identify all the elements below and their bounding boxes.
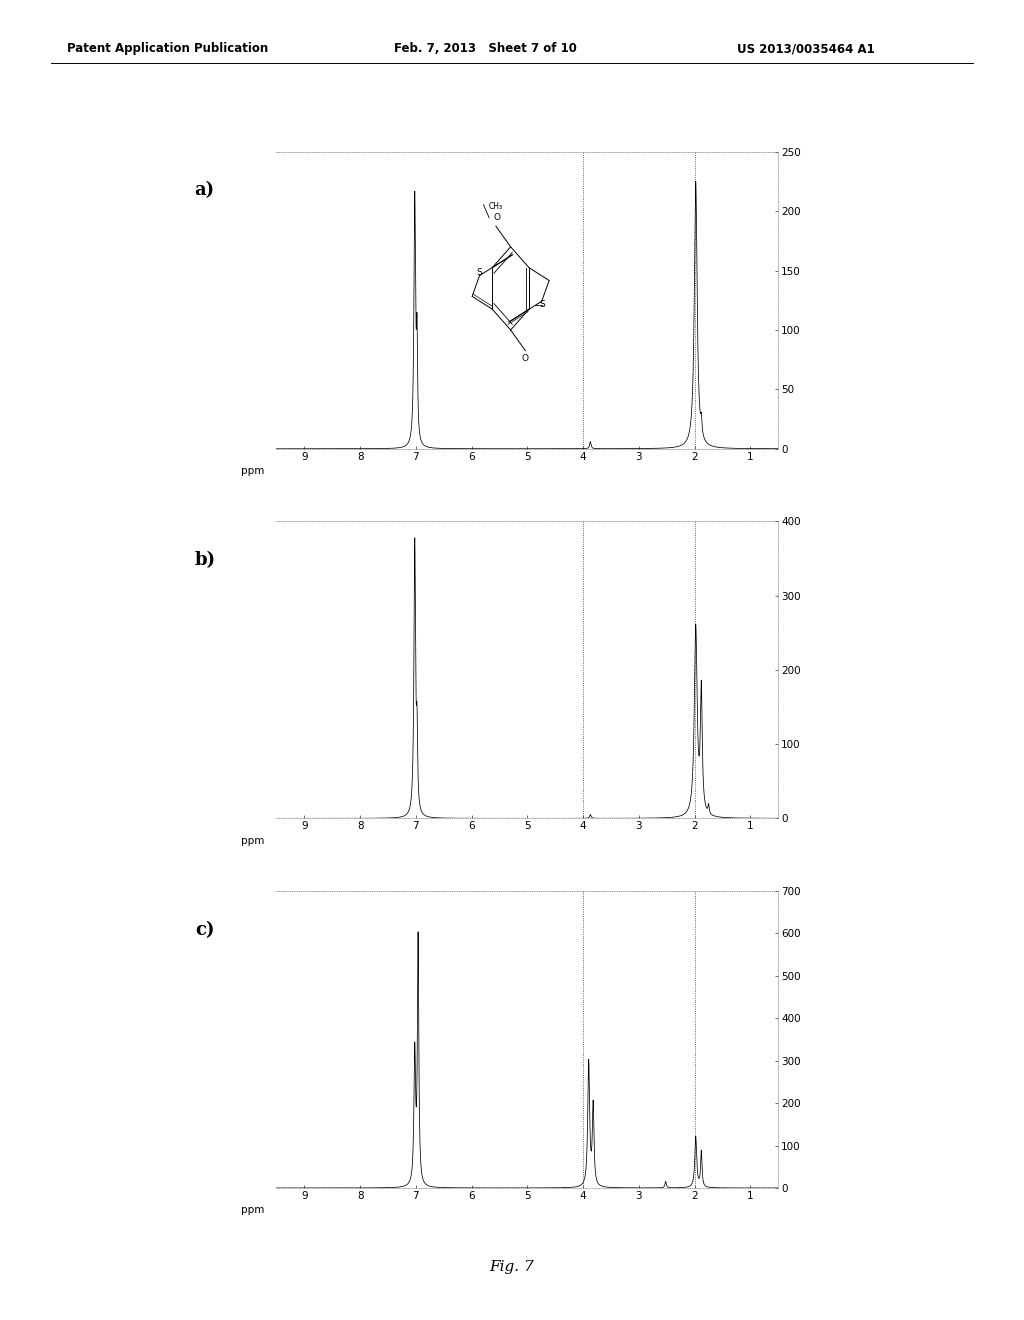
Text: b): b) xyxy=(195,552,215,569)
Text: CH₃: CH₃ xyxy=(488,202,503,211)
Text: S: S xyxy=(476,268,482,276)
Text: Feb. 7, 2013   Sheet 7 of 10: Feb. 7, 2013 Sheet 7 of 10 xyxy=(394,42,578,55)
Text: US 2013/0035464 A1: US 2013/0035464 A1 xyxy=(737,42,876,55)
Text: Patent Application Publication: Patent Application Publication xyxy=(67,42,268,55)
Text: O: O xyxy=(494,214,501,223)
Text: ppm: ppm xyxy=(241,836,264,846)
Text: a): a) xyxy=(195,181,215,199)
Text: O: O xyxy=(521,354,528,363)
Text: c): c) xyxy=(195,921,215,939)
Text: ppm: ppm xyxy=(241,1205,264,1216)
Text: —: — xyxy=(534,301,543,310)
Text: Fig. 7: Fig. 7 xyxy=(489,1261,535,1274)
Text: S: S xyxy=(540,301,545,309)
Text: ppm: ppm xyxy=(241,466,264,477)
